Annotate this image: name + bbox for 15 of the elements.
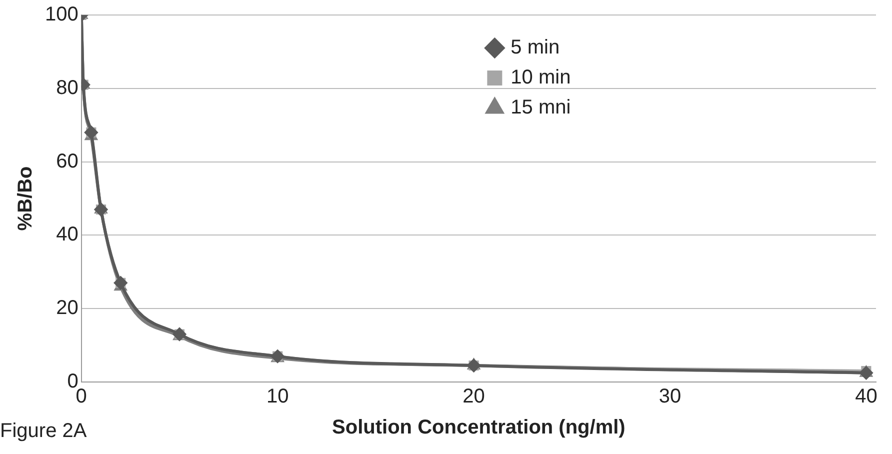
x-tick-label: 20: [462, 386, 485, 408]
y-tick-label: 100: [44, 4, 78, 26]
x-tick-label: 30: [658, 386, 682, 408]
x-axis-title: Solution Concentration (ng/ml): [332, 416, 626, 439]
legend-label: 10 min: [510, 66, 571, 89]
y-tick-label: 20: [56, 297, 78, 320]
caption: Figure 2A: [0, 420, 87, 443]
y-tick-label: 80: [56, 76, 78, 99]
legend-label: 15 mni: [510, 96, 571, 119]
y-tick-label: 40: [56, 224, 78, 246]
x-tick-label: 10: [266, 386, 289, 408]
legend-label: 5 min: [510, 36, 560, 59]
x-tick-label: 40: [855, 386, 878, 408]
y-tick-label: 60: [56, 150, 78, 172]
y-axis-title: %B/Bo: [14, 166, 37, 231]
